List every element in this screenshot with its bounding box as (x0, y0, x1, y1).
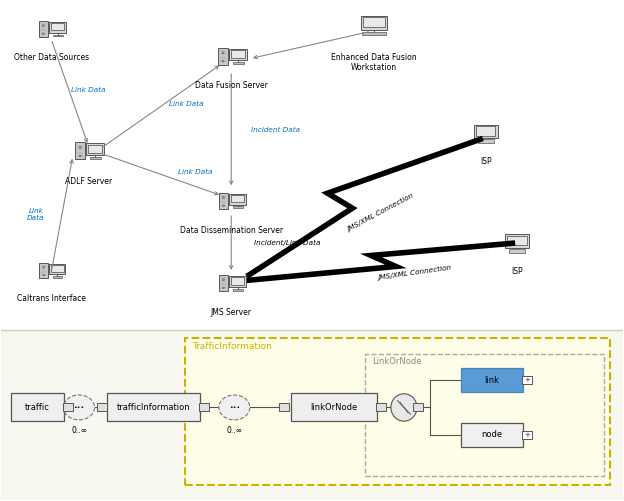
Text: Data Dissemination Server: Data Dissemination Server (180, 225, 283, 234)
Text: +: + (524, 432, 530, 438)
FancyBboxPatch shape (505, 234, 529, 248)
Text: trafficInformation: trafficInformation (117, 403, 190, 412)
Text: Incident Data: Incident Data (251, 127, 301, 133)
FancyBboxPatch shape (476, 126, 495, 136)
FancyBboxPatch shape (230, 193, 246, 204)
Ellipse shape (391, 394, 417, 421)
Text: Data Fusion Server: Data Fusion Server (195, 81, 268, 90)
FancyBboxPatch shape (291, 393, 377, 421)
FancyBboxPatch shape (1, 330, 623, 499)
Bar (522, 376, 532, 384)
FancyBboxPatch shape (233, 289, 243, 291)
Text: •••: ••• (74, 405, 85, 410)
Circle shape (222, 61, 224, 62)
FancyBboxPatch shape (185, 338, 610, 484)
Circle shape (223, 197, 225, 198)
FancyBboxPatch shape (52, 35, 63, 37)
FancyBboxPatch shape (49, 264, 66, 274)
FancyBboxPatch shape (232, 277, 245, 285)
Text: link: link (485, 376, 500, 385)
Text: TrafficInformation: TrafficInformation (192, 342, 272, 351)
Text: Incident/Link Data: Incident/Link Data (254, 240, 320, 246)
FancyBboxPatch shape (219, 275, 228, 291)
Circle shape (79, 147, 81, 148)
Text: +: + (524, 377, 530, 383)
Circle shape (43, 267, 44, 268)
Circle shape (64, 395, 95, 420)
FancyBboxPatch shape (365, 354, 604, 475)
Circle shape (223, 205, 225, 206)
Text: linkOrNode: linkOrNode (310, 403, 358, 412)
FancyBboxPatch shape (230, 276, 246, 287)
Bar (97, 403, 107, 411)
Circle shape (43, 274, 44, 276)
Text: 0..∞: 0..∞ (227, 426, 242, 435)
FancyBboxPatch shape (52, 276, 62, 278)
FancyBboxPatch shape (39, 21, 48, 37)
Text: JMS/XML Connection: JMS/XML Connection (378, 265, 452, 281)
FancyBboxPatch shape (362, 32, 386, 35)
Circle shape (223, 279, 225, 281)
FancyBboxPatch shape (461, 368, 523, 392)
Text: JMS/XML Connection: JMS/XML Connection (346, 193, 414, 233)
Circle shape (79, 155, 81, 157)
FancyBboxPatch shape (507, 236, 527, 245)
Circle shape (219, 395, 250, 420)
Text: Enhanced Data Fusion
Workstation: Enhanced Data Fusion Workstation (331, 53, 417, 72)
FancyBboxPatch shape (233, 206, 243, 208)
Text: Link Data: Link Data (71, 87, 105, 93)
Circle shape (222, 52, 224, 54)
FancyBboxPatch shape (461, 423, 523, 447)
Text: Caltrans Interface: Caltrans Interface (17, 295, 85, 303)
Text: traffic: traffic (25, 403, 50, 412)
Text: LinkOrNode: LinkOrNode (373, 357, 422, 366)
FancyBboxPatch shape (39, 263, 48, 278)
Text: ISP: ISP (480, 157, 492, 166)
FancyBboxPatch shape (11, 393, 64, 421)
Text: JMS Server: JMS Server (211, 308, 251, 317)
FancyBboxPatch shape (233, 62, 243, 64)
FancyBboxPatch shape (232, 195, 245, 202)
FancyBboxPatch shape (509, 248, 525, 253)
FancyBboxPatch shape (86, 143, 104, 155)
FancyBboxPatch shape (90, 157, 100, 159)
FancyBboxPatch shape (474, 125, 498, 138)
Bar (522, 430, 532, 439)
FancyBboxPatch shape (219, 192, 228, 209)
Text: Link Data: Link Data (169, 101, 203, 107)
FancyBboxPatch shape (51, 23, 64, 31)
FancyBboxPatch shape (363, 18, 385, 28)
Text: 0..∞: 0..∞ (71, 426, 87, 435)
Bar (376, 403, 386, 411)
FancyBboxPatch shape (361, 16, 388, 31)
Circle shape (42, 25, 44, 27)
Bar (412, 403, 422, 411)
Text: node: node (482, 430, 503, 439)
Circle shape (42, 33, 44, 35)
Text: Link
Data: Link Data (27, 208, 45, 221)
Circle shape (223, 287, 225, 289)
Text: Link Data: Link Data (178, 169, 213, 175)
Bar (279, 403, 289, 411)
FancyBboxPatch shape (229, 49, 247, 60)
FancyBboxPatch shape (107, 393, 200, 421)
FancyBboxPatch shape (232, 50, 245, 58)
FancyBboxPatch shape (51, 265, 64, 272)
FancyBboxPatch shape (49, 22, 66, 33)
Text: ADLF Server: ADLF Server (65, 177, 112, 186)
FancyBboxPatch shape (477, 139, 494, 143)
Text: Other Data Sources: Other Data Sources (14, 53, 89, 62)
Text: •••: ••• (229, 405, 240, 410)
Bar (63, 403, 73, 411)
Text: ISP: ISP (511, 267, 523, 276)
FancyBboxPatch shape (76, 142, 85, 159)
FancyBboxPatch shape (218, 48, 228, 65)
FancyBboxPatch shape (89, 145, 102, 153)
Bar (198, 403, 208, 411)
